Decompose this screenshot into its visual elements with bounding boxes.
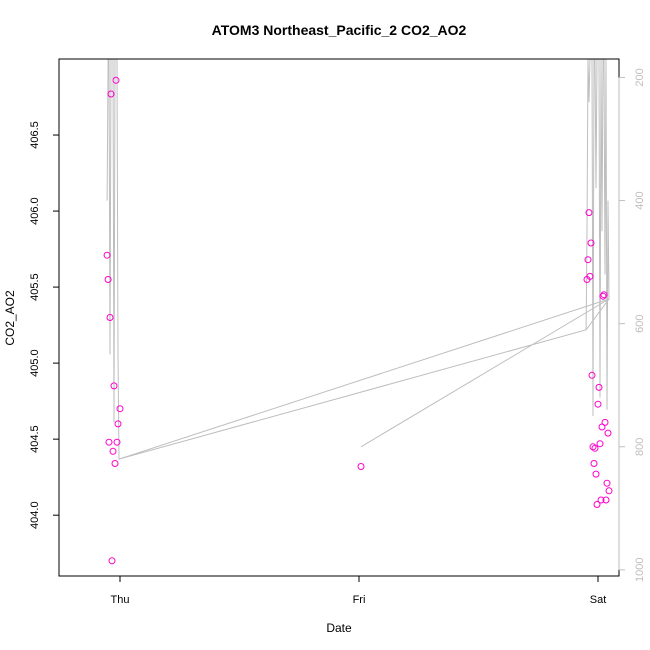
chart-title: ATOM3 Northeast_Pacific_2 CO2_AO2 xyxy=(212,22,467,38)
data-point xyxy=(110,382,118,390)
y-tick-label: 406.0 xyxy=(29,197,41,225)
x-tick-label: Fri xyxy=(353,594,366,606)
data-point xyxy=(601,418,609,426)
y2-tick-label: 600 xyxy=(634,315,646,333)
point-layer xyxy=(103,76,613,565)
data-point xyxy=(591,444,599,452)
x-tick-label: Thu xyxy=(111,594,130,606)
y2-tick-label: 1000 xyxy=(634,558,646,582)
data-point xyxy=(589,443,597,451)
x-tick-label: Sat xyxy=(590,594,607,606)
data-point xyxy=(114,420,122,428)
data-point xyxy=(600,291,608,299)
y2-tick-label: 200 xyxy=(634,68,646,86)
data-point xyxy=(604,429,612,437)
y-tick-label: 405.5 xyxy=(29,273,41,301)
y-tick-label: 404.5 xyxy=(29,425,41,453)
data-point xyxy=(585,209,593,217)
data-point xyxy=(357,463,365,470)
y-tick-label: 406.5 xyxy=(29,121,41,149)
data-point xyxy=(597,496,605,504)
y2-tick-label: 800 xyxy=(634,438,646,456)
data-point xyxy=(602,496,610,504)
series-line xyxy=(106,59,610,460)
y-tick-label: 405.0 xyxy=(29,349,41,377)
y-axis: 404.0 404.5 405.0 405.5 406.0 406.5 xyxy=(29,121,60,529)
data-point xyxy=(587,239,595,247)
data-point xyxy=(593,501,601,508)
data-point xyxy=(106,314,114,321)
data-point xyxy=(112,76,120,84)
data-point xyxy=(104,276,112,283)
data-point xyxy=(590,460,598,467)
data-point xyxy=(588,371,596,379)
data-point xyxy=(596,440,604,448)
y2-tick-label: 400 xyxy=(634,191,646,209)
data-point xyxy=(599,292,607,300)
data-point xyxy=(116,405,124,413)
y-tick-label: 404.0 xyxy=(29,501,41,529)
data-point xyxy=(605,487,613,495)
data-point xyxy=(111,460,119,467)
data-point xyxy=(105,438,113,446)
data-point xyxy=(603,479,611,487)
x-axis-label: Date xyxy=(326,621,352,635)
data-point xyxy=(108,557,116,565)
data-point xyxy=(592,470,600,478)
line-layer xyxy=(106,59,610,460)
data-point xyxy=(586,272,594,280)
y-axis-label: CO2_AO2 xyxy=(3,290,17,346)
x-axis: Thu Fri Sat xyxy=(111,575,607,606)
data-point xyxy=(595,383,603,391)
data-point xyxy=(594,400,602,408)
data-point xyxy=(109,447,117,455)
plot-frame xyxy=(58,58,620,577)
data-point xyxy=(103,251,111,259)
data-point xyxy=(113,438,121,446)
y2-axis: 200 400 600 800 1000 xyxy=(618,68,646,582)
data-point xyxy=(107,90,115,98)
data-point xyxy=(584,256,592,264)
